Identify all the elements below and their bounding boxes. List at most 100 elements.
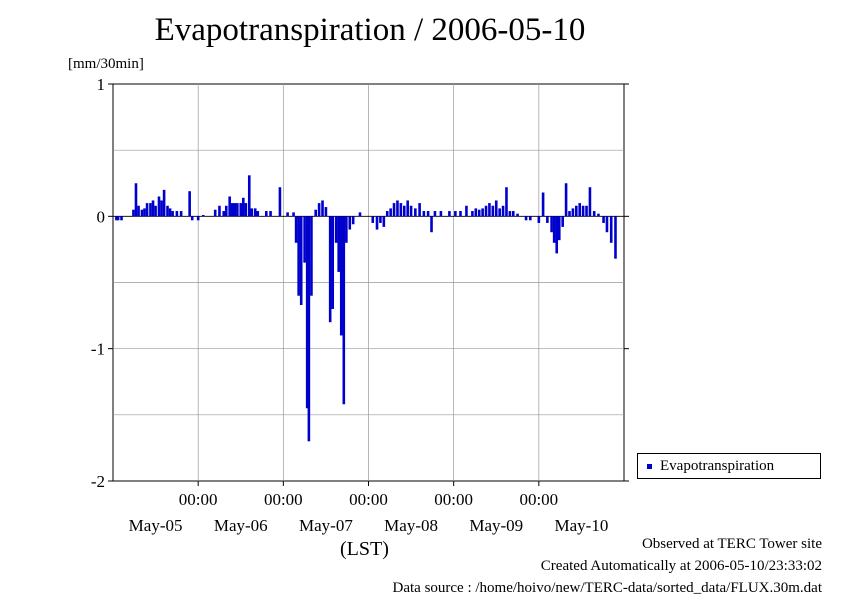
data-bar (317, 203, 321, 217)
data-bar (307, 216, 311, 442)
data-bar (564, 183, 568, 217)
data-bar (337, 216, 340, 272)
data-bar (505, 187, 508, 217)
data-bar (501, 205, 505, 217)
data-bar (454, 211, 457, 217)
data-bar (406, 200, 409, 217)
data-bar (418, 203, 421, 217)
y-tick-label: -1 (91, 340, 105, 359)
data-bar (218, 205, 221, 217)
data-bar (154, 205, 157, 217)
data-bar (471, 211, 474, 217)
data-bar (351, 216, 355, 225)
legend-swatch (647, 463, 652, 469)
data-bar (474, 208, 478, 217)
data-bar (379, 216, 382, 223)
data-bar (116, 216, 120, 221)
data-bar (399, 203, 403, 217)
data-bar (314, 209, 317, 217)
data-bar (242, 197, 245, 217)
data-bar (265, 211, 268, 217)
footer-source: Data source : /home/hoivo/new/TERC-data/… (392, 580, 823, 596)
data-bar (196, 216, 200, 221)
y-tick-label: -2 (91, 472, 105, 491)
data-bar (511, 211, 515, 217)
data-bar (239, 203, 243, 217)
legend: Evapotranspiration (637, 453, 821, 479)
data-bar (588, 187, 592, 217)
data-bar (508, 211, 512, 217)
data-bar (145, 203, 149, 217)
data-bar (166, 205, 169, 217)
data-bar (345, 216, 348, 243)
data-bar (516, 213, 519, 217)
data-bar (224, 205, 228, 217)
x-tick-label: 00:00 (434, 490, 473, 509)
data-bar (244, 203, 248, 217)
data-bar (233, 203, 237, 217)
data-bar (115, 216, 118, 221)
data-bar (568, 211, 571, 217)
x-tick-label: 00:00 (179, 490, 218, 509)
date-label: May-10 (555, 516, 609, 535)
data-bar (557, 216, 561, 241)
data-bar (328, 216, 332, 323)
data-bar (550, 216, 553, 233)
y-axis-unit-label: [mm/30min] (68, 56, 144, 72)
data-bar (614, 216, 617, 259)
data-bar (375, 216, 379, 230)
x-tick-label: 00:00 (264, 490, 303, 509)
data-bar (581, 205, 585, 217)
data-bar (157, 196, 161, 217)
data-bar (439, 211, 443, 217)
data-bar (448, 211, 451, 217)
data-bar (402, 205, 406, 217)
data-bar (230, 203, 234, 217)
data-bar (292, 212, 295, 217)
date-label: May-09 (469, 516, 523, 535)
y-tick-label: 1 (97, 75, 106, 94)
x-axis-label: (LST) (340, 538, 389, 560)
data-bar (137, 205, 140, 217)
data-bar (537, 216, 541, 223)
data-bar (488, 203, 491, 217)
data-bar (324, 207, 328, 217)
data-bar (561, 216, 564, 227)
data-bar (342, 216, 346, 405)
date-label: May-06 (214, 516, 268, 535)
data-bar (382, 216, 386, 227)
data-bar (605, 216, 609, 233)
data-bar (481, 208, 484, 217)
data-bar (168, 208, 172, 217)
data-bar (222, 211, 226, 217)
data-bar (422, 211, 426, 217)
data-bar (213, 209, 217, 217)
data-bar (175, 211, 179, 217)
data-bar (433, 211, 437, 217)
data-bar (149, 203, 152, 217)
data-bar (247, 175, 251, 217)
data-bar (592, 211, 596, 217)
data-bar (477, 209, 481, 217)
data-bar (120, 216, 123, 221)
date-label: May-05 (129, 516, 183, 535)
data-bar (321, 200, 324, 217)
data-bar (334, 216, 338, 243)
footer-observed: Observed at TERC Tower site (641, 536, 822, 552)
data-bar (414, 208, 417, 217)
data-bar (348, 216, 352, 230)
x-tick-label: 00:00 (349, 490, 388, 509)
data-bar (459, 211, 462, 217)
data-bar (465, 205, 468, 217)
data-bar (278, 187, 282, 217)
data-bar (546, 216, 549, 223)
data-bar (529, 216, 532, 221)
date-label: May-08 (384, 516, 438, 535)
data-bar (297, 216, 300, 296)
data-bar (294, 216, 298, 243)
y-tick-label: 0 (97, 207, 106, 226)
data-bar (524, 216, 528, 221)
series-bars (115, 175, 617, 442)
data-bar (484, 205, 488, 217)
data-bar (491, 205, 495, 217)
